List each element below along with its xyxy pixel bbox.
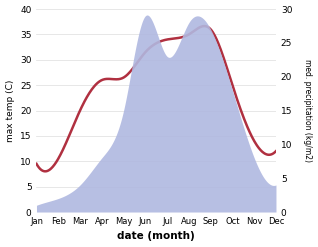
Y-axis label: max temp (C): max temp (C)	[5, 79, 15, 142]
Y-axis label: med. precipitation (kg/m2): med. precipitation (kg/m2)	[303, 59, 313, 162]
X-axis label: date (month): date (month)	[117, 231, 195, 242]
